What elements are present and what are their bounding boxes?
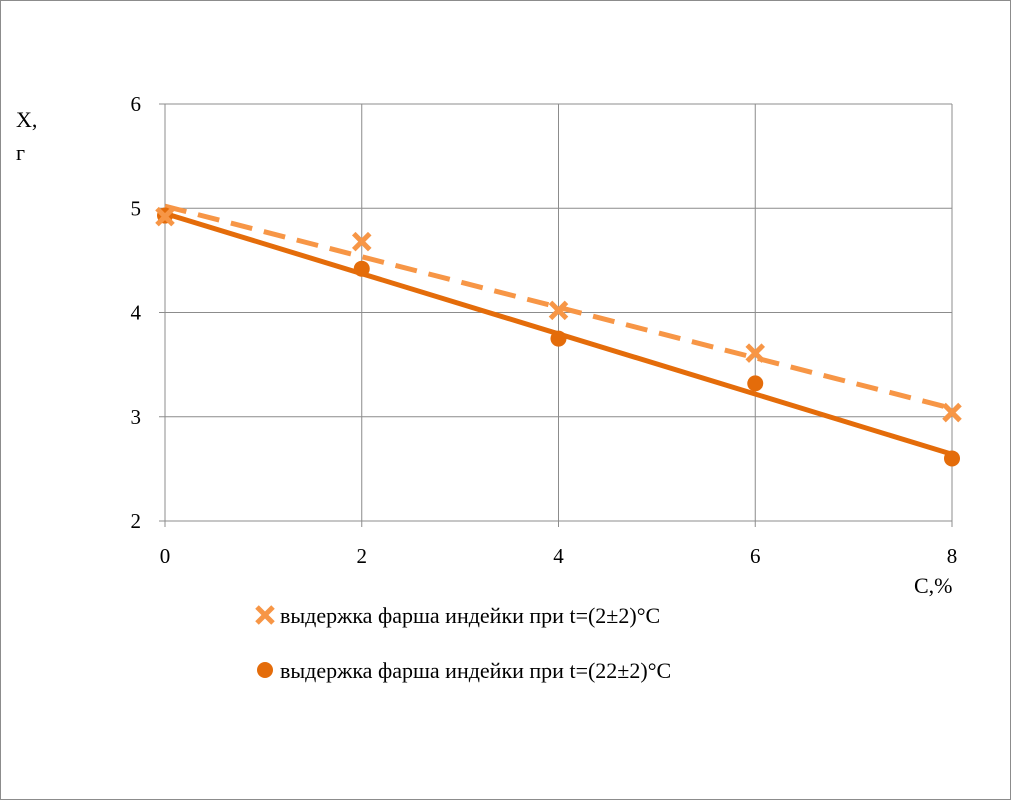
x-tick-label: 0 [160, 544, 171, 568]
y-axis-label-line2: г [16, 140, 25, 165]
data-point-series-1 [351, 231, 372, 252]
data-point-series-2 [747, 375, 764, 392]
data-point-series-2 [353, 260, 370, 277]
y-axis-label-line1: X, [16, 107, 37, 132]
x-tick-label: 6 [750, 544, 761, 568]
legend-label-series-1: выдержка фарша индейки при t=(2±2)°С [280, 603, 660, 628]
legend-dot-mark [257, 662, 273, 678]
y-tick-label: 3 [131, 405, 142, 429]
data-point-series-1 [942, 402, 962, 423]
data-point-series-1 [745, 343, 766, 363]
x-tick-label: 8 [947, 544, 958, 568]
legend-marker-circle-icon [257, 662, 273, 678]
data-points [155, 206, 962, 467]
y-tick-labels: 2 3 4 5 6 [131, 92, 142, 533]
y-tick-label: 2 [131, 509, 142, 533]
legend: выдержка фарша индейки при t=(2±2)°С выд… [255, 603, 671, 683]
data-point-series-1 [548, 300, 569, 321]
data-point-series-2 [550, 330, 567, 347]
x-tick-label: 2 [357, 544, 368, 568]
y-tick-label: 5 [131, 196, 142, 220]
legend-marker-x-icon [255, 605, 275, 625]
y-tick-label: 6 [131, 92, 142, 116]
y-tick-label: 4 [131, 301, 142, 325]
data-point-series-2 [944, 450, 960, 467]
x-axis-label: С,% [914, 573, 953, 598]
x-tick-labels: 0 2 4 6 8 [160, 544, 958, 568]
legend-x-mark [255, 605, 275, 625]
x-tick-label: 4 [553, 544, 564, 568]
data-point-series-1 [155, 206, 175, 227]
legend-label-series-2: выдержка фарша индейки при t=(22±2)°С [280, 658, 671, 683]
